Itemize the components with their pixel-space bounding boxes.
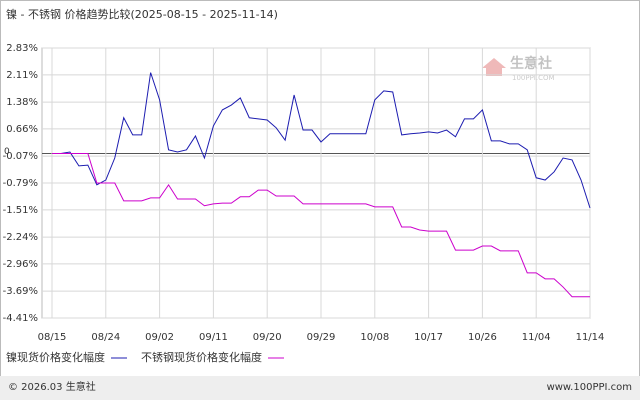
series-line [52, 72, 591, 209]
y-tick-label: 2.11% [6, 70, 38, 81]
watermark-name: 生意社 [510, 55, 552, 72]
x-tick-label: 10/08 [360, 332, 389, 343]
x-tick-label: 11/04 [522, 332, 551, 343]
legend-label: 不锈钢现货价格变化幅度 [141, 350, 262, 364]
x-tick-label: 09/29 [307, 332, 336, 343]
series-line [52, 153, 590, 298]
footer-copyright: © 2026.03 生意社 [8, 380, 96, 393]
y-tick-label: -2.96% [3, 259, 38, 270]
legend-label: 镍现货价格变化幅度 [6, 350, 105, 364]
x-tick-label: 09/20 [253, 332, 282, 343]
x-tick-label: 08/24 [91, 332, 120, 343]
x-tick-label: 09/11 [199, 332, 228, 343]
watermark-site: 100PPI.COM [512, 74, 555, 82]
x-tick-label: 10/17 [414, 332, 443, 343]
x-tick-label: 10/26 [468, 332, 497, 343]
footer-url: www.100PPI.com [547, 382, 632, 393]
y-tick-label: -0.07% [3, 151, 38, 162]
y-tick-label: -3.69% [3, 286, 38, 297]
y-tick-label: 2.83% [6, 43, 38, 54]
x-tick-label: 08/15 [38, 332, 67, 343]
x-tick-label: 09/02 [145, 332, 174, 343]
y-tick-label: 1.38% [6, 97, 38, 108]
y-tick-label: 0.66% [6, 124, 38, 135]
baseline-label: 0 [4, 147, 10, 157]
y-tick-label: -4.41% [3, 313, 38, 324]
y-tick-label: -0.79% [3, 178, 38, 189]
watermark: 生意社 100PPI.COM [482, 55, 555, 82]
y-tick-label: -1.51% [3, 205, 38, 216]
y-tick-label: -2.24% [3, 232, 38, 243]
x-tick-label: 11/14 [576, 332, 605, 343]
chart-title: 镍 - 不锈钢 价格趋势比较(2025-08-15 - 2025-11-14) [6, 7, 278, 21]
watermark-icon [482, 58, 506, 76]
footer-bar [0, 376, 640, 400]
